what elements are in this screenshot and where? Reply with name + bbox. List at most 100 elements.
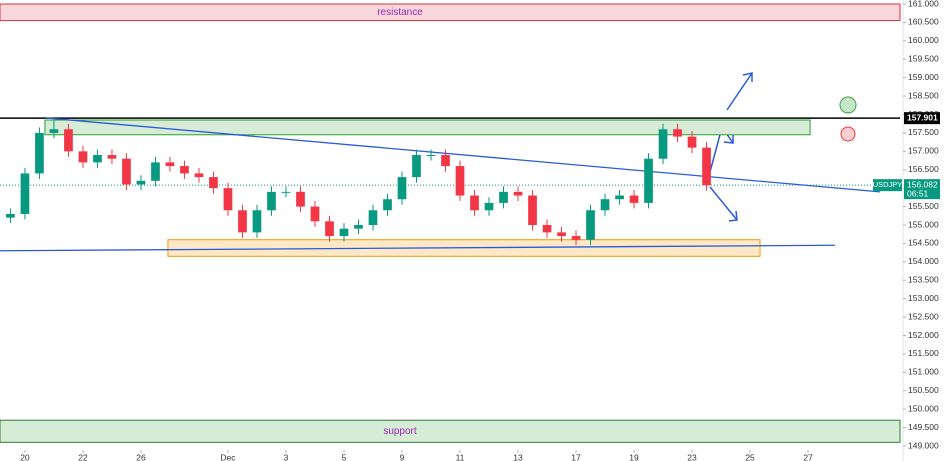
candle-body: [658, 129, 668, 159]
y-tick-label: 154.500: [908, 238, 939, 248]
zone: [44, 119, 811, 136]
candle-body: [78, 151, 88, 163]
y-tick-label: 160.000: [908, 35, 939, 45]
candle-body: [383, 199, 392, 211]
candle-body: [397, 177, 407, 200]
candle-body: [629, 195, 639, 203]
x-tick-label: 13: [513, 452, 523, 461]
candle-body: [412, 155, 421, 178]
trend-line: [0, 244, 836, 252]
candle-body: [122, 158, 131, 185]
x-tick-label: 22: [78, 452, 88, 461]
candle-body: [165, 162, 175, 167]
arrow: [726, 72, 753, 111]
y-tick-label: 159.500: [908, 54, 939, 64]
candle-body: [310, 206, 320, 222]
candle-body: [281, 191, 291, 193]
symbol-label: USDJPY: [873, 180, 903, 189]
y-tick-label: 151.500: [908, 348, 939, 358]
arrows: [709, 72, 753, 222]
zone-label: resistance: [377, 7, 423, 18]
x-tick-label: 25: [745, 452, 755, 461]
symbol-box: [873, 179, 902, 192]
zone: [0, 3, 901, 22]
candle-body: [702, 147, 711, 186]
x-tick-label: 3: [284, 452, 289, 461]
y-tick-label: 160.500: [908, 17, 939, 27]
price-label: 156.082: [907, 179, 938, 189]
level-label-box: [904, 112, 940, 125]
candle-body: [35, 132, 44, 174]
y-tick-label: 151.000: [908, 367, 939, 377]
x-tick-label: 9: [400, 452, 405, 461]
candle-body: [267, 191, 276, 211]
x-tick-label: 17: [571, 452, 581, 461]
candle-body: [107, 155, 117, 159]
y-tick-label: 157.000: [908, 146, 939, 156]
arrow: [709, 186, 738, 222]
candle-body: [93, 155, 102, 163]
candle-body: [180, 166, 189, 174]
candle-body: [64, 129, 73, 152]
x-tick-label: 26: [136, 452, 146, 461]
candle-body: [368, 210, 378, 225]
y-tick-label: 150.000: [908, 403, 939, 413]
candle-body: [194, 173, 204, 178]
y-tick-label: 149.500: [908, 422, 939, 432]
candle-body: [542, 225, 552, 233]
candle-body: [6, 213, 15, 218]
candle-body: [252, 210, 262, 233]
y-tick-label: 159.000: [908, 72, 939, 82]
y-tick-label: 153.500: [908, 275, 939, 285]
x-tick-label: 11: [456, 452, 465, 461]
y-tick-label: 157.500: [908, 127, 939, 137]
candle-body: [209, 177, 218, 189]
x-tick-label: 27: [803, 452, 813, 461]
zone: [0, 419, 901, 443]
x-tick-label: 19: [629, 452, 639, 461]
candle-body: [136, 180, 146, 185]
candle-body: [513, 191, 523, 196]
candle-body: [528, 195, 537, 225]
candle-body: [571, 236, 581, 240]
candle-body: [499, 191, 508, 203]
candle-body: [296, 191, 305, 207]
candle-body: [426, 155, 436, 157]
candle-body: [600, 199, 610, 211]
candle-body: [151, 162, 160, 181]
target-circle: [839, 96, 857, 114]
candle-body: [223, 188, 233, 211]
y-tick-label: 149.000: [908, 440, 939, 450]
y-tick-label: 152.000: [908, 330, 939, 340]
candle-body: [238, 210, 247, 233]
y-tick-label: 161.000: [908, 0, 939, 8]
candle-body: [644, 158, 653, 203]
candle-body: [455, 166, 465, 196]
candle-body: [20, 173, 30, 214]
candle-body: [673, 129, 682, 137]
y-tick-label: 156.500: [908, 164, 939, 174]
x-tick-label: Dec: [220, 452, 236, 461]
candle-body: [339, 228, 349, 237]
zone-label: support: [383, 426, 417, 437]
countdown: 06:51: [907, 188, 929, 198]
price-label-box: [904, 179, 940, 200]
candle-body: [484, 202, 494, 211]
candle-body: [586, 210, 595, 240]
y-tick-label: 155.500: [908, 201, 939, 211]
stop-circle: [840, 126, 856, 142]
candle-body: [441, 155, 450, 167]
y-tick-label: 158.500: [908, 90, 939, 100]
candle-body: [687, 136, 697, 148]
y-tick-label: 152.500: [908, 311, 939, 321]
candle-body: [557, 232, 566, 237]
x-tick-label: 5: [342, 452, 347, 461]
trend-line: [44, 117, 881, 193]
y-tick-label: 154.000: [908, 256, 939, 266]
candle-body: [325, 221, 334, 237]
x-tick-label: 20: [20, 452, 30, 461]
y-tick-label: 153.000: [908, 293, 939, 303]
candle-body: [354, 225, 363, 229]
